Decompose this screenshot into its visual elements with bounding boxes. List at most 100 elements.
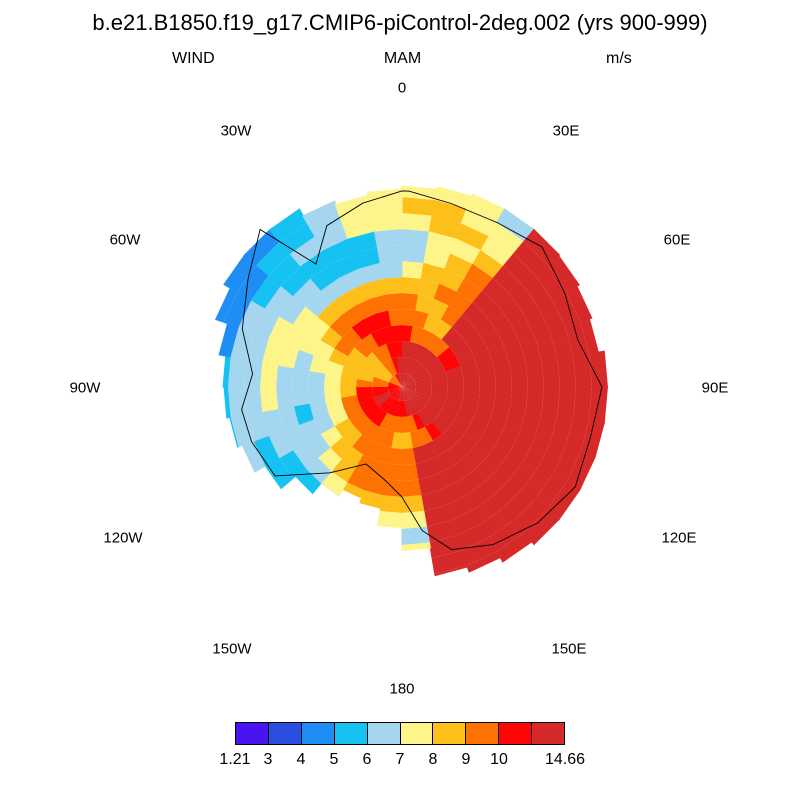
field-cell xyxy=(423,505,451,527)
field-cell xyxy=(389,387,402,396)
field-cell xyxy=(386,415,397,433)
field-cell xyxy=(541,359,560,388)
field-cell xyxy=(369,294,389,314)
field-cell xyxy=(253,307,280,339)
field-cell xyxy=(382,277,403,295)
field-cell xyxy=(260,361,278,388)
field-cell xyxy=(329,314,353,338)
field-cell xyxy=(566,451,596,491)
field-cell xyxy=(535,332,558,363)
field-cell xyxy=(412,412,426,431)
field-cell xyxy=(276,364,294,388)
plot-title: b.e21.B1850.f19_g17.CMIP6-piControl-2deg… xyxy=(92,10,708,35)
field-cell xyxy=(469,339,491,361)
field-cell xyxy=(343,355,363,372)
field-cell xyxy=(283,323,307,350)
field-cell xyxy=(538,299,566,334)
field-cell xyxy=(449,417,470,438)
colorbar-box xyxy=(367,723,401,744)
field-cell xyxy=(402,384,416,387)
field-cell xyxy=(377,511,403,529)
field-cell xyxy=(418,475,440,496)
field-cell xyxy=(370,426,387,446)
field-cell xyxy=(347,231,378,254)
colorbar-label: 9 xyxy=(461,751,471,768)
field-cell xyxy=(463,386,480,401)
field-cell xyxy=(397,387,402,401)
field-cell xyxy=(472,249,504,279)
field-cell xyxy=(379,495,403,513)
field-cell xyxy=(280,265,312,297)
field-cell xyxy=(306,433,331,458)
field-cell xyxy=(401,416,411,433)
field-cell xyxy=(223,386,231,419)
field-cell xyxy=(557,356,576,388)
field-cell xyxy=(402,382,416,387)
field-cell xyxy=(406,358,418,375)
field-cell xyxy=(503,253,536,286)
field-cell xyxy=(417,328,434,348)
field-cell xyxy=(388,380,402,387)
field-cell xyxy=(486,441,512,469)
field-cell xyxy=(292,277,322,307)
field-cell xyxy=(366,188,403,200)
field-cell xyxy=(402,387,416,392)
field-cell xyxy=(358,262,384,284)
field-cell xyxy=(541,386,560,415)
field-cell xyxy=(268,429,294,459)
field-cell xyxy=(324,386,341,401)
field-cell xyxy=(498,295,526,325)
field-cell xyxy=(401,511,428,529)
field-cell xyxy=(426,231,457,254)
colorbar-label: 8 xyxy=(428,751,438,768)
field-cell xyxy=(322,238,354,265)
field-cell xyxy=(565,416,590,453)
field-cell xyxy=(450,238,482,265)
field-cell xyxy=(293,403,314,425)
field-cell xyxy=(447,376,464,388)
field-cell xyxy=(230,413,254,448)
field-cell xyxy=(260,386,278,413)
field-cell xyxy=(391,376,402,387)
field-cell xyxy=(402,374,411,387)
field-cell xyxy=(411,396,425,410)
field-cell xyxy=(423,247,451,269)
field-cell xyxy=(424,357,442,373)
field-cell xyxy=(391,432,403,449)
field-cell xyxy=(354,416,373,435)
field-cell xyxy=(356,392,374,403)
field-cell xyxy=(420,490,446,512)
colorbar-box xyxy=(532,723,565,744)
field-cell xyxy=(401,245,428,263)
field-cell xyxy=(415,460,435,480)
lon-label-150e: 150E xyxy=(551,640,587,658)
field-cell xyxy=(401,293,419,311)
field-cell xyxy=(490,403,511,425)
colorbar-box xyxy=(301,723,335,744)
field-cell xyxy=(395,373,402,387)
field-cell xyxy=(386,358,398,375)
field-cell xyxy=(238,299,266,334)
field-cell xyxy=(320,483,340,497)
field-cell xyxy=(441,426,462,447)
field-cell xyxy=(510,386,528,410)
field-cell xyxy=(445,394,464,409)
field-cell xyxy=(262,408,284,436)
field-cell xyxy=(440,305,463,328)
field-cell xyxy=(385,293,403,311)
colorbar-label: 6 xyxy=(362,751,372,768)
field-cell xyxy=(401,542,431,551)
field-cell xyxy=(411,364,425,378)
field-cell xyxy=(253,435,280,467)
colorbar-label: 3 xyxy=(263,751,273,768)
field-cell xyxy=(409,397,422,413)
colorbar-box xyxy=(400,723,434,744)
field-cell xyxy=(401,213,433,232)
lon-label-180: 180 xyxy=(389,680,415,698)
field-cell xyxy=(404,357,413,374)
lon-label-60e: 60E xyxy=(663,231,691,249)
field-cell xyxy=(351,434,372,455)
field-cell xyxy=(358,397,377,411)
field-cell xyxy=(391,400,400,417)
